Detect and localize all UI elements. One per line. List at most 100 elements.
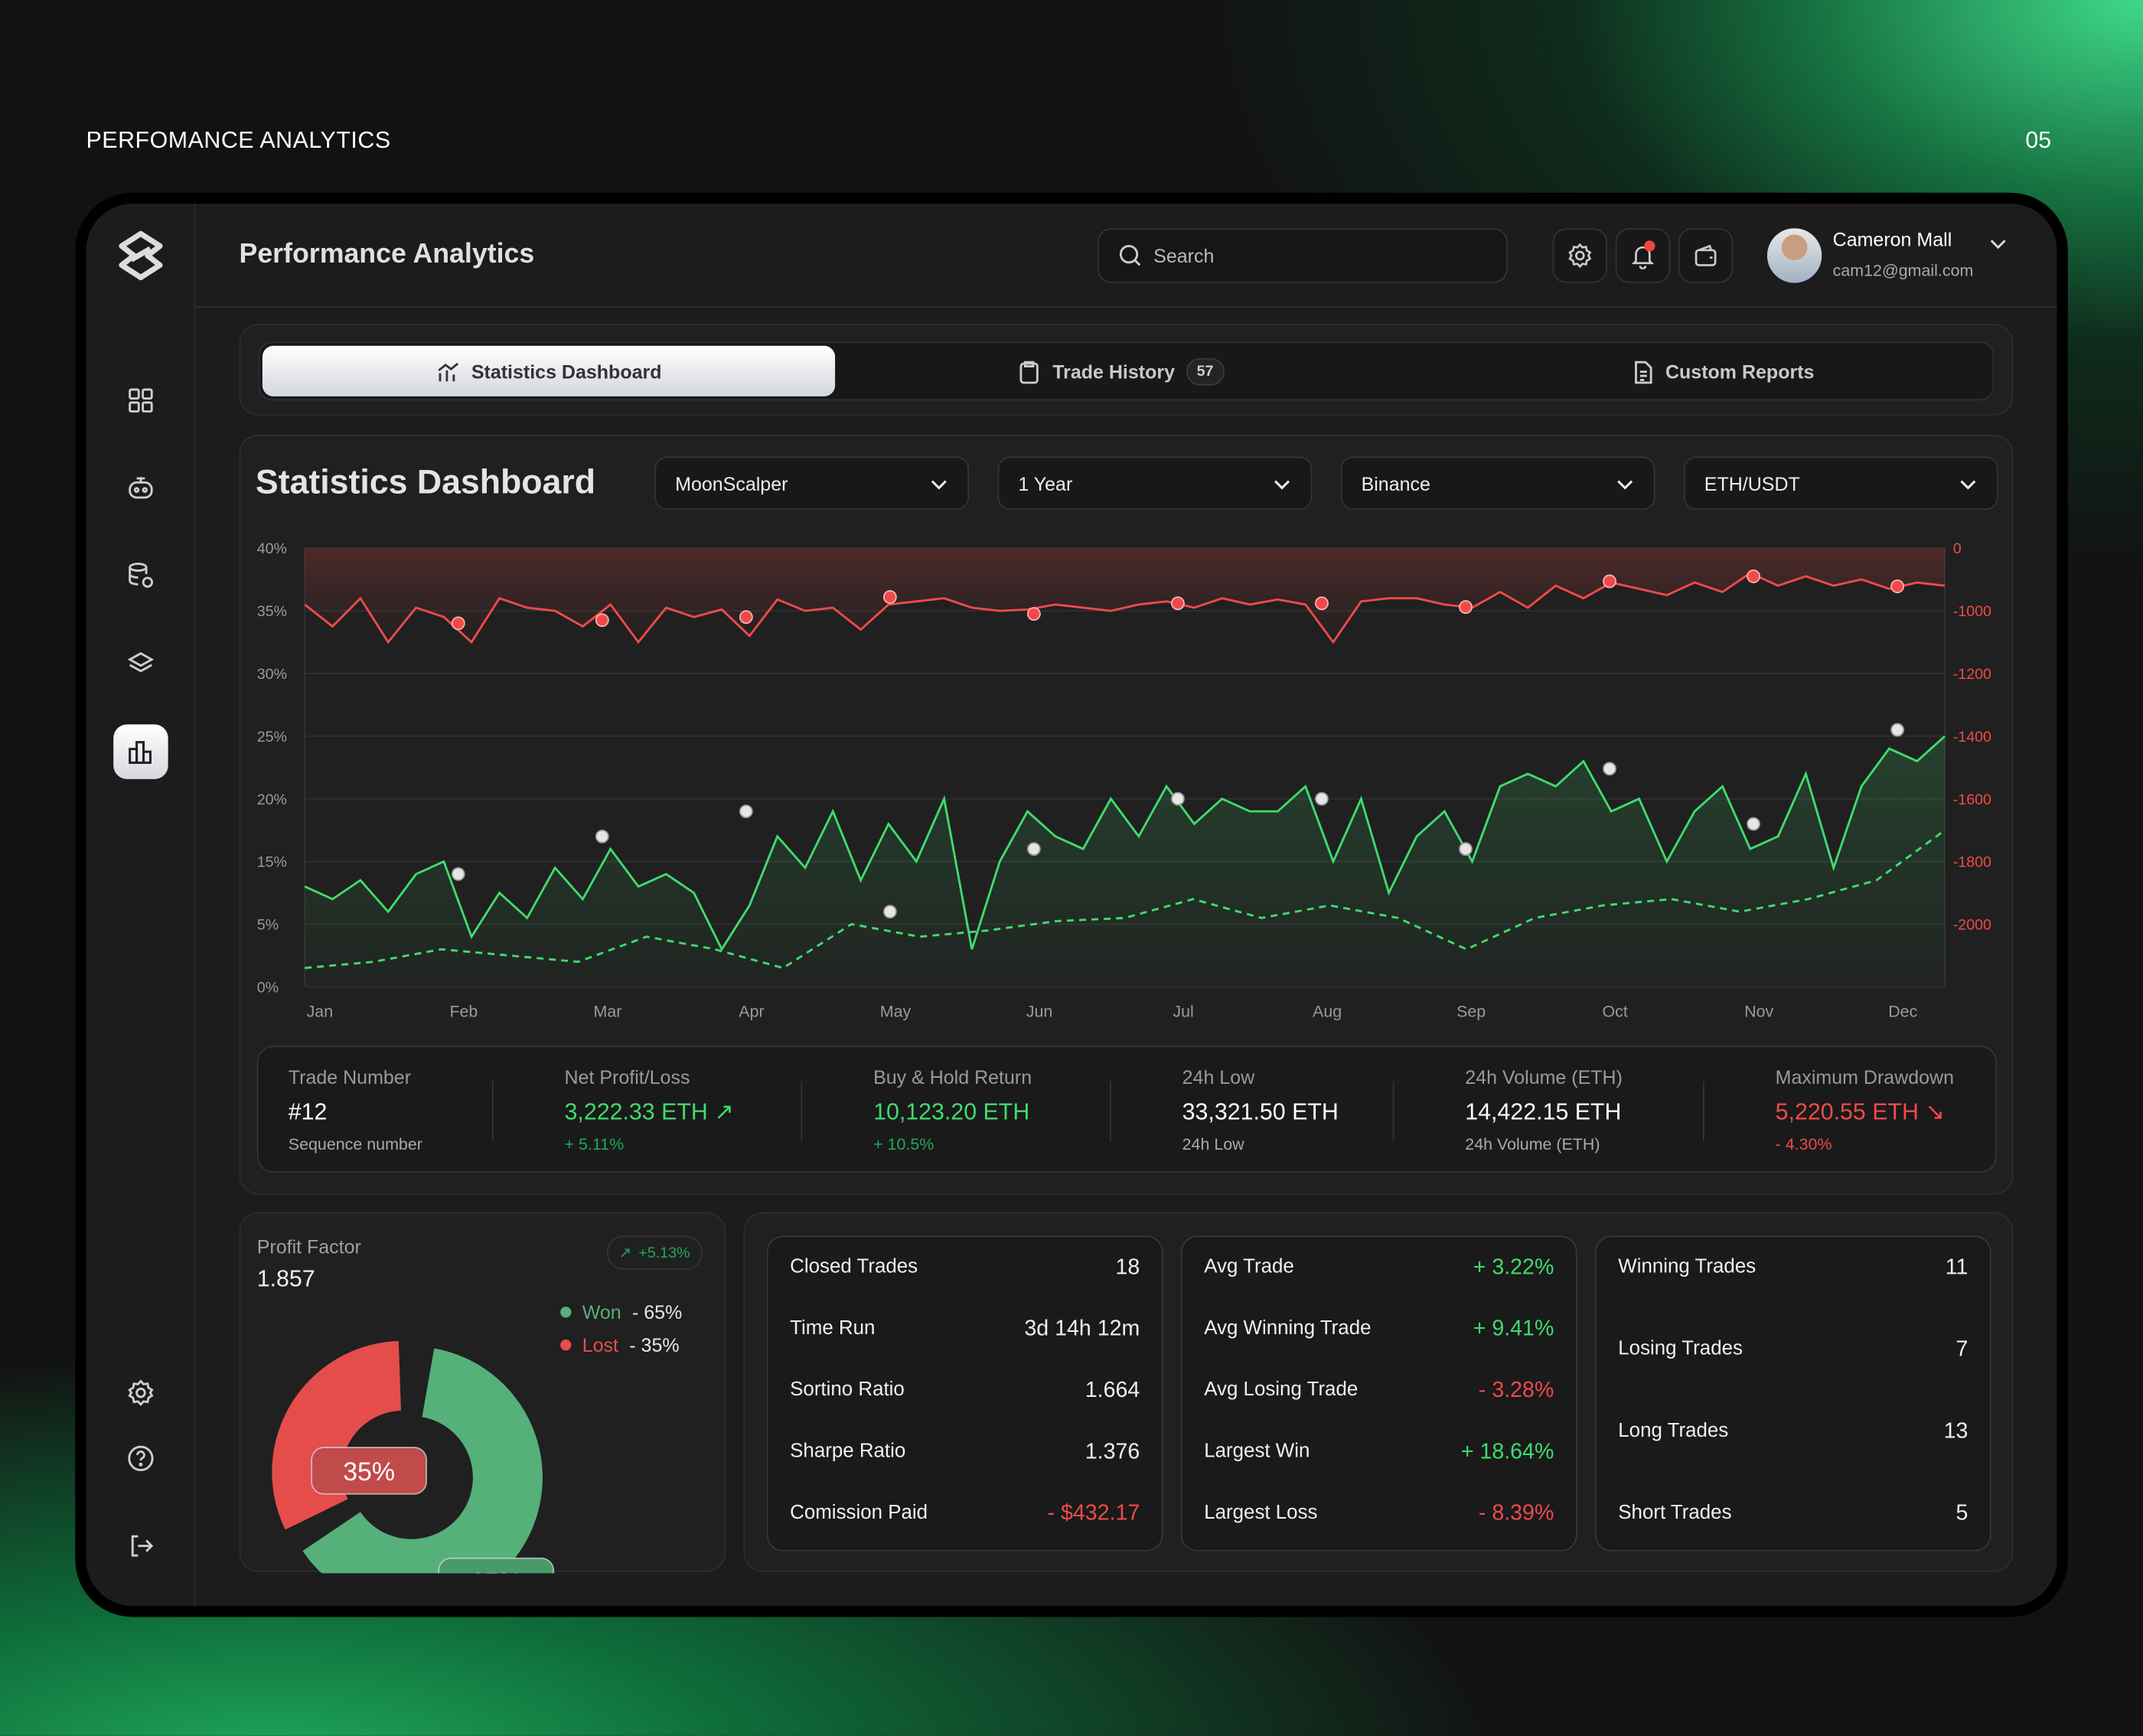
sidebar-item-logout[interactable] xyxy=(113,1519,168,1573)
sidebar-item-help[interactable] xyxy=(113,1431,168,1486)
data-point-marker[interactable] xyxy=(1603,574,1616,589)
change-value: +5.13% xyxy=(638,1244,690,1261)
data-point-marker[interactable] xyxy=(1890,723,1905,737)
search-input[interactable]: Search xyxy=(1097,228,1508,283)
data-point-marker[interactable] xyxy=(1890,579,1905,593)
metric-label: Avg Winning Trade xyxy=(1204,1317,1372,1340)
sidebar-item-database[interactable] xyxy=(113,548,168,602)
page-title: PERFOMANCE ANALYTICS xyxy=(86,127,391,153)
stat-item: Net Profit/Loss 3,222.33 ETH ↗ + 5.11% xyxy=(564,1066,733,1154)
y-left-tick: 35% xyxy=(257,603,287,620)
metric-row: Avg Trade + 3.22% xyxy=(1204,1256,1554,1281)
tab-custom-reports[interactable]: Custom Reports xyxy=(1517,346,1927,396)
stat-sub: 24h Volume (ETH) xyxy=(1465,1134,1600,1154)
tag-text: 65% xyxy=(470,1568,522,1574)
data-point-marker[interactable] xyxy=(451,616,465,631)
metric-label: Closed Trades xyxy=(790,1256,918,1278)
metric-row: Short Trades 5 xyxy=(1618,1502,1968,1526)
x-tick: Jan xyxy=(307,1003,334,1021)
sidebar-item-bot[interactable] xyxy=(113,461,168,515)
data-point-marker[interactable] xyxy=(1459,600,1473,614)
metric-value: - 3.28% xyxy=(1478,1379,1554,1403)
y-left-tick: 5% xyxy=(257,917,279,934)
y-left-tick: 15% xyxy=(257,854,287,871)
metric-label: Avg Trade xyxy=(1204,1256,1294,1278)
profit-factor-value: 1.857 xyxy=(256,1265,315,1292)
donut-segment-lost[interactable] xyxy=(272,1340,401,1530)
stat-item: Buy & Hold Return 10,123.20 ETH + 10.5% xyxy=(873,1066,1032,1154)
sidebar-item-grid[interactable] xyxy=(113,373,168,427)
data-point-marker[interactable] xyxy=(1315,596,1329,611)
app-window: Performance Analytics Search Cameron Mal… xyxy=(86,204,2057,1607)
data-point-marker[interactable] xyxy=(451,866,465,881)
y-right-tick: -1400 xyxy=(1953,729,1991,746)
legend-label: Lost xyxy=(582,1333,618,1356)
wallet-button[interactable] xyxy=(1678,228,1734,283)
data-point-marker[interactable] xyxy=(1747,569,1760,583)
tab-statistics-dashboard[interactable]: Statistics Dashboard xyxy=(262,345,836,396)
settings-button[interactable] xyxy=(1552,228,1607,283)
sidebar-item-layers[interactable] xyxy=(113,635,168,690)
data-point-marker[interactable] xyxy=(1026,842,1041,857)
stat-value: #12 xyxy=(288,1098,328,1125)
stat-value: 5,220.55 ETH ↘ xyxy=(1775,1098,1945,1125)
stat-item: Trade Number #12 Sequence number xyxy=(289,1066,422,1154)
metric-value: 1.376 xyxy=(1085,1441,1140,1464)
profit-factor-label: Profit Factor xyxy=(256,1235,361,1258)
metrics-card: Closed Trades 18 Time Run 3d 14h 12m Sortino… xyxy=(766,1235,1163,1552)
metric-row: Sortino Ratio 1.664 xyxy=(790,1379,1140,1404)
pair-dropdown[interactable]: ETH/USDT xyxy=(1683,456,1998,511)
bot-icon xyxy=(129,477,153,499)
chevron-down-icon xyxy=(1274,479,1290,489)
data-point-marker[interactable] xyxy=(1603,762,1616,776)
metric-value: 13 xyxy=(1943,1420,1968,1444)
metric-value: 7 xyxy=(1955,1338,1968,1362)
x-tick: Dec xyxy=(1888,1003,1917,1021)
stat-value: 14,422.15 ETH xyxy=(1465,1098,1622,1125)
data-point-marker[interactable] xyxy=(739,610,753,625)
search-placeholder: Search xyxy=(1153,244,1215,267)
arrow-up-right-icon: ↗ xyxy=(618,1245,632,1262)
metric-value: 11 xyxy=(1945,1256,1968,1280)
stat-value: 33,321.50 ETH xyxy=(1182,1098,1339,1125)
metric-value: + 18.64% xyxy=(1460,1441,1554,1464)
divider xyxy=(1109,1081,1111,1142)
tab-trade-history[interactable]: Trade History 57 xyxy=(915,346,1326,396)
won-percent-tag: 65% xyxy=(438,1557,555,1574)
data-point-marker[interactable] xyxy=(882,905,897,919)
data-point-marker[interactable] xyxy=(1747,817,1760,831)
trade-metrics-panel: Closed Trades 18 Time Run 3d 14h 12m Sortino… xyxy=(743,1212,2014,1572)
user-name: Cameron Mall xyxy=(1832,228,1952,250)
data-point-marker[interactable] xyxy=(1459,842,1473,857)
chevron-down-icon[interactable] xyxy=(1988,233,2008,253)
y-left-tick: 20% xyxy=(257,791,287,808)
avatar[interactable] xyxy=(1766,228,1822,283)
data-point-marker[interactable] xyxy=(739,804,753,818)
data-point-marker[interactable] xyxy=(1315,791,1329,806)
won-lost-donut: 35% 65% xyxy=(272,1340,555,1574)
sidebar-item-settings[interactable] xyxy=(113,1366,168,1420)
data-point-marker[interactable] xyxy=(1026,607,1041,621)
data-point-marker[interactable] xyxy=(882,590,897,604)
user-email: cam12@gmail.com xyxy=(1832,261,1974,281)
strategy-dropdown[interactable]: MoonScalper xyxy=(654,456,970,511)
notifications-button[interactable] xyxy=(1615,228,1671,283)
data-point-marker[interactable] xyxy=(595,829,609,844)
data-point-marker[interactable] xyxy=(1170,596,1185,611)
metric-label: Losing Trades xyxy=(1618,1338,1743,1360)
sidebar-item-analytics[interactable] xyxy=(113,724,168,779)
clipboard-icon xyxy=(1019,360,1039,383)
exchange-dropdown[interactable]: Binance xyxy=(1340,456,1655,511)
data-point-marker[interactable] xyxy=(595,613,609,628)
period-dropdown[interactable]: 1 Year xyxy=(997,456,1313,511)
stat-label: Net Profit/Loss xyxy=(564,1065,690,1088)
y-right-tick: 0 xyxy=(1953,540,1962,557)
data-point-marker[interactable] xyxy=(1170,791,1185,806)
help-icon xyxy=(128,1445,154,1471)
logo-icon[interactable] xyxy=(111,226,171,286)
series-area xyxy=(305,548,1946,642)
notification-dot xyxy=(1644,240,1655,252)
y-left-tick: 40% xyxy=(257,540,287,557)
donut-segment-won[interactable] xyxy=(302,1348,543,1574)
profit-factor-card: Profit Factor 1.857 ↗ +5.13% 35% 65% Won - … xyxy=(239,1212,726,1574)
